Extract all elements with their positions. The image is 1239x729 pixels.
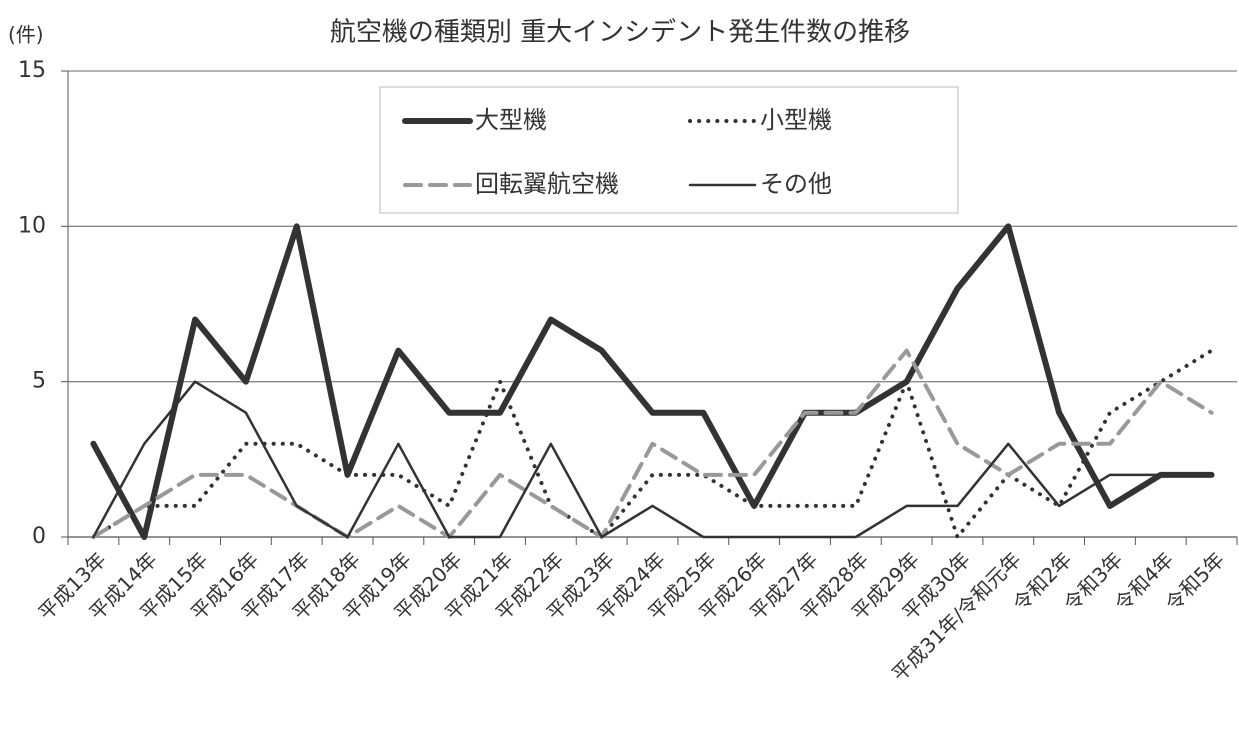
legend-label: その他: [760, 170, 832, 198]
legend-label: 小型機: [760, 106, 832, 134]
y-tick-label: 10: [18, 213, 46, 238]
y-tick-label: 15: [18, 58, 46, 83]
series-line: [91, 348, 1214, 539]
y-axis-label: (件): [8, 23, 44, 47]
series-line: [92, 380, 1213, 539]
legend-label: 回転翼航空機: [475, 170, 619, 198]
chart-title: 航空機の種類別 重大インシデント発生件数の推移: [330, 18, 910, 48]
y-tick-label: 0: [32, 524, 46, 549]
series-line: [90, 223, 1215, 540]
legend-box: [379, 86, 959, 214]
y-tick-label: 5: [32, 369, 46, 394]
legend-label: 大型機: [475, 106, 547, 134]
series-line: [91, 348, 1214, 539]
